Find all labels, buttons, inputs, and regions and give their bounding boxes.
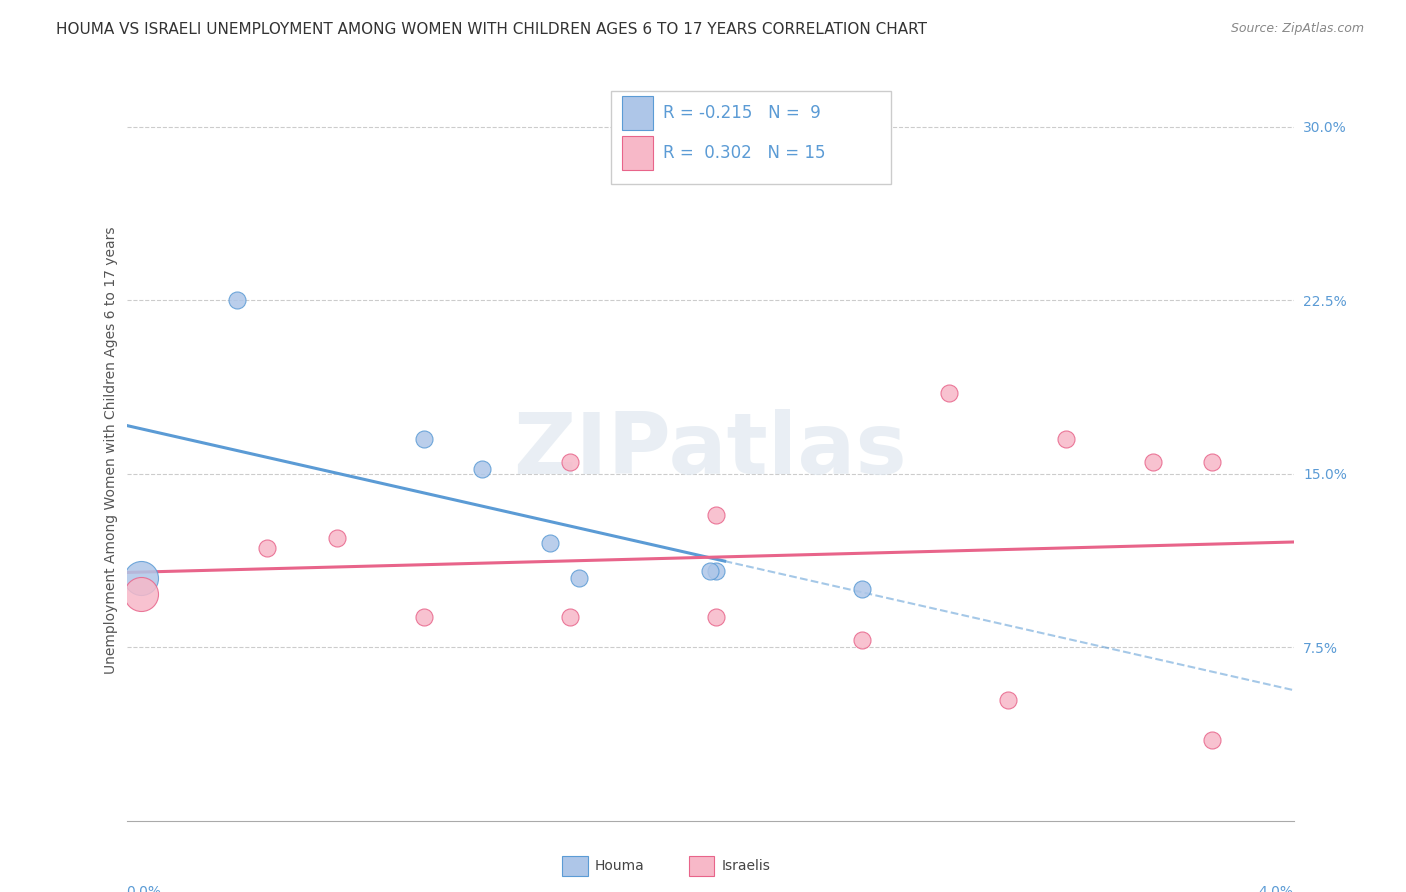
Point [129, 587, 152, 601]
Text: Israelis: Israelis [721, 859, 770, 873]
Point [471, 462, 494, 476]
Point [558, 455, 581, 469]
Point [226, 293, 249, 307]
Text: R = -0.215   N =  9: R = -0.215 N = 9 [662, 104, 821, 122]
Point [704, 610, 727, 624]
Point [851, 633, 873, 648]
Text: Houma: Houma [595, 859, 644, 873]
Point [568, 571, 591, 585]
Text: ZIPatlas: ZIPatlas [513, 409, 907, 492]
Point [704, 508, 727, 523]
Point [997, 693, 1019, 707]
Point [1142, 455, 1164, 469]
Point [413, 610, 436, 624]
Point [851, 582, 873, 597]
Point [558, 610, 581, 624]
Point [1054, 432, 1077, 446]
Point [129, 571, 152, 585]
Text: HOUMA VS ISRAELI UNEMPLOYMENT AMONG WOMEN WITH CHILDREN AGES 6 TO 17 YEARS CORRE: HOUMA VS ISRAELI UNEMPLOYMENT AMONG WOME… [56, 22, 927, 37]
Text: 0.0%: 0.0% [127, 886, 162, 892]
Point [538, 536, 561, 550]
Y-axis label: Unemployment Among Women with Children Ages 6 to 17 years: Unemployment Among Women with Children A… [104, 227, 118, 674]
Point [325, 532, 347, 546]
Point [1201, 732, 1223, 747]
Text: Source: ZipAtlas.com: Source: ZipAtlas.com [1230, 22, 1364, 36]
Point [256, 541, 278, 555]
Text: 4.0%: 4.0% [1258, 886, 1294, 892]
Point [699, 564, 721, 578]
Point [938, 385, 960, 400]
Point [413, 432, 436, 446]
Point [704, 564, 727, 578]
Point [1201, 455, 1223, 469]
Text: R =  0.302   N = 15: R = 0.302 N = 15 [662, 145, 825, 162]
